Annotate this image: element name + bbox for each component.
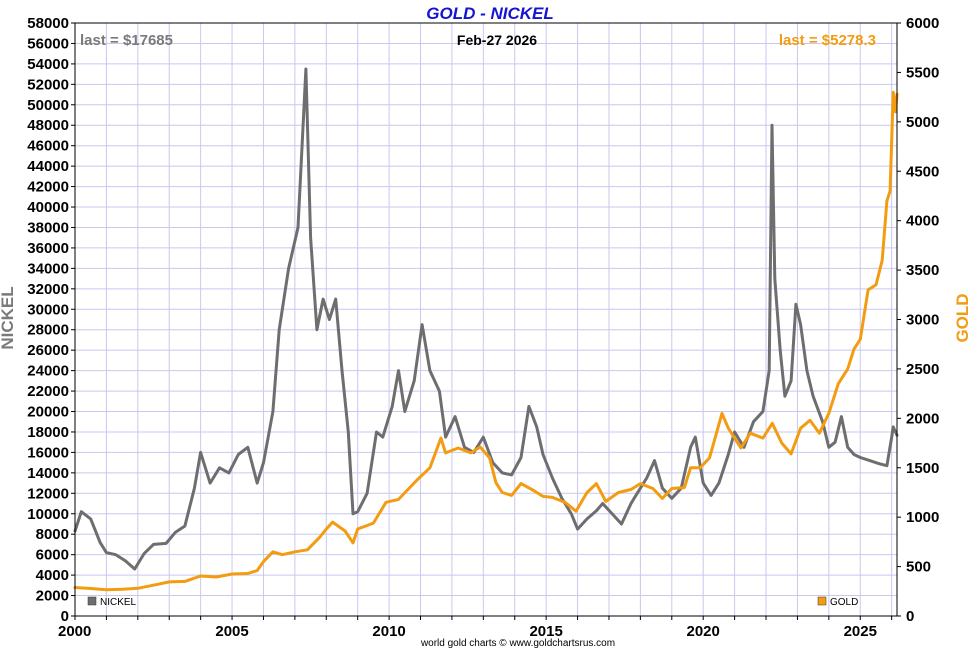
right-tick-label: 2500 xyxy=(906,361,939,378)
right-tick-label: 5500 xyxy=(906,64,939,81)
x-axis-ticks: 2000 2005 2010 2015 2020 2025 xyxy=(58,616,893,640)
left-tick-label: 24000 xyxy=(27,363,69,380)
left-tick-label: 46000 xyxy=(27,138,69,155)
left-tick-label: 12000 xyxy=(27,485,69,502)
left-tick-label: 40000 xyxy=(27,199,69,216)
right-tick-label: 3500 xyxy=(906,262,939,279)
x-tick-label: 2015 xyxy=(529,623,562,640)
legend-nickel-label: NICKEL xyxy=(100,597,137,608)
series-layer xyxy=(73,67,899,592)
x-tick-label: 2020 xyxy=(687,623,720,640)
left-tick-label: 44000 xyxy=(27,158,69,175)
right-tick-label: 1500 xyxy=(906,460,939,477)
x-tick-label: 2000 xyxy=(58,623,91,640)
left-tick-label: 28000 xyxy=(27,322,69,339)
right-tick-label: 6000 xyxy=(906,15,939,32)
x-tick-label: 2025 xyxy=(844,623,877,640)
left-tick-label: 4000 xyxy=(36,567,69,584)
left-axis-ticks: 0 2000 4000 6000 8000 10000 12000 14000 16000 180… xyxy=(27,15,75,625)
left-tick-label: 8000 xyxy=(36,526,69,543)
left-tick-label: 54000 xyxy=(27,56,69,73)
right-tick-label: 3000 xyxy=(906,312,939,329)
left-tick-label: 56000 xyxy=(27,35,69,52)
left-tick-label: 30000 xyxy=(27,301,69,318)
left-tick-label: 52000 xyxy=(27,76,69,93)
x-tick-label: 2005 xyxy=(215,623,248,640)
right-tick-label: 1000 xyxy=(906,509,939,526)
left-tick-label: 0 xyxy=(61,608,69,625)
right-axis-ticks: 0 500 1000 1500 2000 2500 3000 3500 4000 4500 5000… xyxy=(897,15,939,625)
right-tick-label: 4000 xyxy=(906,213,939,230)
legend-gold-swatch xyxy=(817,596,827,606)
left-tick-label: 38000 xyxy=(27,219,69,236)
legend-gold-label: GOLD xyxy=(830,597,858,608)
right-tick-label: 0 xyxy=(906,608,914,625)
legend-nickel-swatch xyxy=(87,596,97,606)
left-tick-label: 48000 xyxy=(27,117,69,134)
right-tick-label: 2000 xyxy=(906,410,939,427)
series-line-gold xyxy=(73,90,899,592)
grid-lines xyxy=(74,22,897,617)
left-tick-label: 34000 xyxy=(27,260,69,277)
left-tick-label: 6000 xyxy=(36,547,69,564)
right-tick-label: 5000 xyxy=(906,114,939,131)
gold-last-value: last = $5278.3 xyxy=(779,32,876,49)
x-tick-label: 2010 xyxy=(372,623,405,640)
left-tick-label: 50000 xyxy=(27,97,69,114)
left-tick-label: 58000 xyxy=(27,15,69,32)
left-tick-label: 20000 xyxy=(27,404,69,421)
right-tick-label: 4500 xyxy=(906,163,939,180)
date-label: Feb-27 2026 xyxy=(457,32,537,48)
right-axis-label: GOLD xyxy=(953,293,972,342)
left-tick-label: 2000 xyxy=(36,588,69,605)
chart-title: GOLD - NICKEL xyxy=(426,4,554,23)
left-tick-label: 14000 xyxy=(27,465,69,482)
left-tick-label: 10000 xyxy=(27,506,69,523)
left-tick-label: 42000 xyxy=(27,179,69,196)
left-tick-label: 26000 xyxy=(27,342,69,359)
legend-nickel: NICKEL xyxy=(87,596,137,608)
left-tick-label: 16000 xyxy=(27,444,69,461)
left-tick-label: 36000 xyxy=(27,240,69,257)
footer-credit: world gold charts © www.goldchartsrus.co… xyxy=(420,638,615,649)
series-line-nickel xyxy=(73,67,899,571)
left-axis-label: NICKEL xyxy=(0,286,17,349)
legend-gold: GOLD xyxy=(817,596,858,608)
left-tick-label: 22000 xyxy=(27,383,69,400)
left-tick-label: 18000 xyxy=(27,424,69,441)
right-tick-label: 500 xyxy=(906,559,931,576)
nickel-last-value: last = $17685 xyxy=(80,32,173,49)
left-tick-label: 32000 xyxy=(27,281,69,298)
